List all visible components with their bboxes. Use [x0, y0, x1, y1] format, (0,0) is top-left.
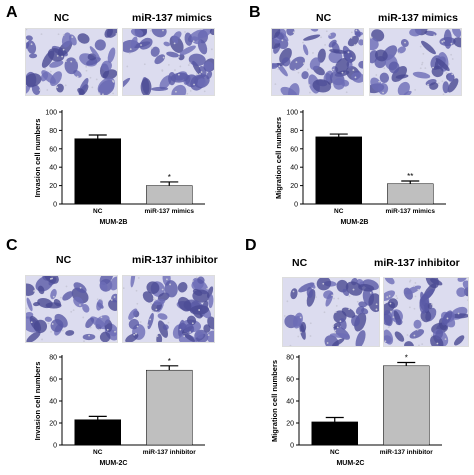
y-tick-label: 20 [49, 421, 57, 428]
y-tick-label: 80 [49, 128, 57, 135]
significance-mark: * [405, 354, 408, 363]
category-label: NC [330, 449, 340, 456]
bar [311, 421, 358, 446]
panel-letter: D [245, 237, 257, 254]
micrograph-nc [271, 28, 364, 96]
y-tick-label: 0 [294, 202, 298, 209]
y-tick-label: 80 [49, 355, 57, 362]
significance-mark: * [168, 357, 171, 366]
y-tick-label: 20 [49, 183, 57, 190]
y-axis-label: Invasion cell numbers [33, 362, 42, 441]
cells-image [123, 29, 214, 95]
panel-b: B NC miR-137 mimics 0 20 40 60 80 100 Migratio… [237, 0, 474, 237]
category-label: miR-137 mimics [145, 208, 195, 215]
cells-image [26, 276, 117, 342]
y-tick-label: 80 [286, 355, 294, 362]
bar [146, 185, 193, 205]
y-tick-label: 20 [286, 421, 294, 428]
y-tick-label: 60 [49, 377, 57, 384]
y-tick-label: 60 [286, 377, 294, 384]
y-axis-label: Migration cell numbers [274, 117, 283, 199]
significance-mark: * [168, 173, 171, 182]
category-label: miR-137 inhibitor [380, 449, 434, 456]
micrograph-nc [25, 275, 118, 343]
image-label-nc: NC [54, 12, 70, 24]
bar [74, 138, 121, 205]
image-label-nc: NC [316, 12, 332, 24]
y-tick-label: 60 [49, 146, 57, 153]
y-tick-label: 100 [286, 110, 298, 117]
bar [315, 136, 362, 205]
micrograph-treatment [369, 28, 462, 96]
x-axis-label: MUM-2B [99, 219, 127, 226]
bar [146, 369, 193, 446]
micrograph-treatment [122, 28, 215, 96]
cells-image [370, 29, 461, 95]
cells-image [384, 278, 468, 346]
panel-a: A NC miR-137 mimics 0 20 40 60 80 100 Invasion… [0, 0, 237, 237]
y-tick-label: 60 [290, 146, 298, 153]
bar-chart: 0 20 40 60 80 Migration cell numbers NC * miR-13… [270, 354, 442, 467]
category-label: NC [93, 449, 103, 456]
y-tick-label: 100 [45, 110, 57, 117]
micrograph-treatment [122, 275, 215, 343]
y-tick-label: 40 [286, 399, 294, 406]
bar-chart: 0 20 40 60 80 Invasion cell numbers NC * miR-137… [33, 355, 205, 467]
image-label-nc: NC [56, 254, 72, 266]
category-label: NC [93, 208, 103, 215]
y-tick-label: 40 [49, 165, 57, 172]
cells-image [272, 29, 363, 95]
y-tick-label: 80 [290, 128, 298, 135]
y-tick-label: 0 [290, 443, 294, 450]
micrograph-treatment [383, 277, 469, 347]
panel-letter: A [6, 4, 18, 21]
y-tick-label: 0 [53, 202, 57, 209]
panel-letter: B [249, 4, 261, 21]
cells-image [26, 29, 117, 95]
micrograph-nc [282, 277, 380, 347]
category-label: miR-137 inhibitor [143, 449, 197, 456]
x-axis-label: MUM-2C [336, 460, 364, 467]
x-axis-label: MUM-2C [99, 460, 127, 467]
cells-image [283, 278, 379, 346]
bar [383, 365, 430, 446]
micrograph-nc [25, 28, 118, 96]
bar [387, 183, 434, 205]
panel-c: C NC miR-137 inhibitor 0 20 40 60 80 Invasion… [0, 237, 237, 474]
image-label-treatment: miR-137 mimics [378, 12, 458, 24]
panel-letter: C [6, 237, 18, 254]
category-label: NC [334, 208, 344, 215]
y-tick-label: 40 [290, 165, 298, 172]
image-label-treatment: miR-137 mimics [132, 12, 212, 24]
y-tick-label: 40 [49, 399, 57, 406]
panel-d: D NC miR-137 inhibitor 0 20 40 60 80 Migratio… [237, 237, 474, 474]
image-label-nc: NC [292, 257, 308, 269]
y-axis-label: Invasion cell numbers [33, 119, 42, 198]
y-tick-label: 20 [290, 183, 298, 190]
category-label: miR-137 mimics [386, 208, 436, 215]
image-label-treatment: miR-137 inhibitor [374, 257, 460, 269]
cells-image [123, 276, 214, 342]
y-tick-label: 0 [53, 443, 57, 450]
x-axis-label: MUM-2B [340, 219, 368, 226]
y-axis-label: Migration cell numbers [270, 360, 279, 442]
significance-mark: ** [407, 172, 413, 181]
image-label-treatment: miR-137 inhibitor [132, 254, 218, 266]
bar [74, 419, 121, 446]
